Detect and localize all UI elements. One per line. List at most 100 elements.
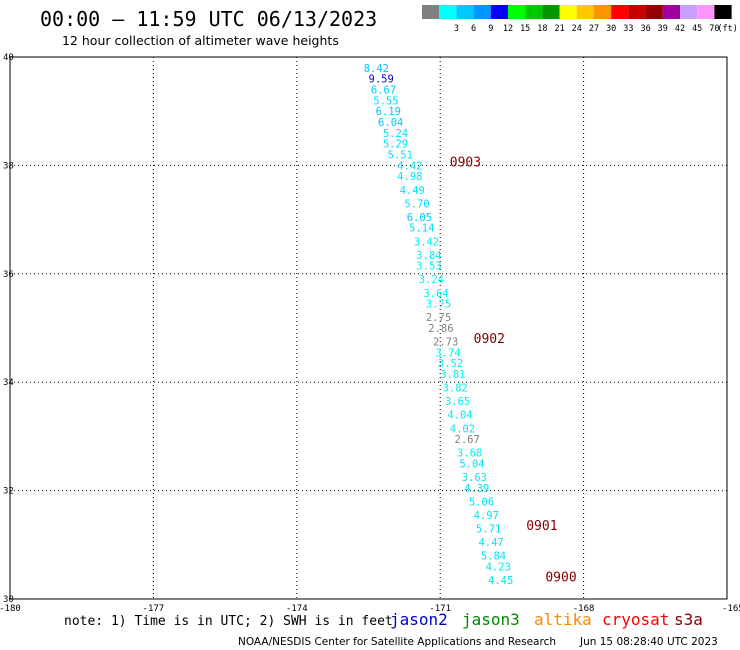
x-axis-ticks: -180 -177 -174 -171 -168 -165 bbox=[0, 604, 740, 614]
x-tick-label: -165 bbox=[722, 604, 740, 614]
wave-height-label: 5.70 bbox=[404, 198, 429, 210]
y-axis-ticks: 30 32 34 36 38 40 bbox=[3, 53, 14, 605]
legend-bin-label: 27 bbox=[589, 24, 599, 34]
wave-height-label: 3.42 bbox=[414, 236, 439, 248]
wave-height-label: 5.55 bbox=[373, 95, 398, 107]
legend-bin-label: 21 bbox=[554, 24, 564, 34]
wave-height-label: 5.71 bbox=[476, 524, 501, 536]
legend-swatch bbox=[559, 5, 577, 19]
time-label: 0903 bbox=[450, 156, 481, 171]
wave-height-label: 3.24 bbox=[419, 274, 444, 286]
x-tick-label: -180 bbox=[0, 604, 21, 614]
legend-swatch bbox=[594, 5, 612, 19]
wave-height-label: 6.19 bbox=[376, 106, 401, 118]
legend-swatch bbox=[508, 5, 526, 19]
wave-height-label: 3.52 bbox=[438, 358, 463, 370]
satellite-name: jason2 bbox=[390, 610, 448, 629]
wave-height-label: 4.04 bbox=[447, 410, 472, 422]
legend-swatch bbox=[697, 5, 715, 19]
satellite-name: altika bbox=[534, 610, 592, 629]
time-label: 0900 bbox=[545, 570, 576, 585]
legend-bin-label: 6 bbox=[471, 24, 476, 34]
wave-height-label: 3.64 bbox=[423, 288, 448, 300]
x-tick-label: -168 bbox=[573, 604, 595, 614]
footer-credit: NOAA/NESDIS Center for Satellite Applica… bbox=[238, 636, 556, 648]
x-tick-label: -171 bbox=[429, 604, 451, 614]
satellite-name: cryosat bbox=[602, 610, 669, 629]
wave-height-label: 5.51 bbox=[388, 150, 413, 162]
grid-lines bbox=[10, 57, 727, 599]
legend-swatch bbox=[680, 5, 698, 19]
wave-height-label: 3.63 bbox=[462, 472, 487, 484]
legend-bin-label: 70 bbox=[709, 24, 719, 34]
x-tick-label: -174 bbox=[286, 604, 308, 614]
y-tick-label: 38 bbox=[3, 161, 14, 171]
wave-height-label: 4.23 bbox=[486, 561, 511, 573]
legend-swatch bbox=[662, 5, 680, 19]
legend-swatch bbox=[628, 5, 646, 19]
legend-bin-label: 42 bbox=[675, 24, 685, 34]
wave-height-label: 4.49 bbox=[400, 185, 425, 197]
y-tick-label: 30 bbox=[3, 595, 14, 605]
legend-swatch bbox=[490, 5, 508, 19]
wave-height-label: 5.04 bbox=[459, 459, 484, 471]
satellite-legend: jason2 jason3 altika cryosat s3a bbox=[390, 610, 703, 629]
time-label: 0901 bbox=[526, 519, 557, 534]
legend-swatch bbox=[576, 5, 594, 19]
legend-swatch bbox=[525, 5, 543, 19]
wave-height-label: 4.45 bbox=[488, 575, 513, 587]
time-label: 0902 bbox=[474, 332, 505, 347]
wave-height-label: 9.59 bbox=[369, 74, 394, 86]
legend-bin-label: 39 bbox=[658, 24, 668, 34]
wave-height-label: 3.68 bbox=[457, 448, 482, 460]
satellite-name: jason3 bbox=[462, 610, 520, 629]
legend-bin-label: 36 bbox=[640, 24, 650, 34]
legend-bin-label: 33 bbox=[623, 24, 633, 34]
y-tick-label: 36 bbox=[3, 270, 14, 280]
legend-bin-label: 3 bbox=[454, 24, 459, 34]
wave-height-label: 3.74 bbox=[435, 347, 460, 359]
wave-height-label: 3.84 bbox=[416, 250, 441, 262]
wave-height-label: 3.65 bbox=[445, 396, 470, 408]
y-tick-label: 34 bbox=[3, 378, 14, 388]
wave-height-label: 4.39 bbox=[464, 483, 489, 495]
y-tick-label: 32 bbox=[3, 487, 14, 497]
wave-height-label: 8.42 bbox=[364, 63, 389, 75]
wave-height-label: 5.14 bbox=[409, 223, 434, 235]
legend-bin-label: 45 bbox=[692, 24, 702, 34]
wave-height-label: 2.67 bbox=[455, 434, 480, 446]
legend-swatch bbox=[611, 5, 629, 19]
wave-height-label: 2.73 bbox=[433, 337, 458, 349]
legend-swatch bbox=[456, 5, 474, 19]
wave-height-label: 3.82 bbox=[443, 383, 468, 395]
wave-height-label: 4.98 bbox=[397, 171, 422, 183]
page-title: 00:00 – 11:59 UTC 06/13/2023 bbox=[40, 7, 377, 31]
wave-height-label: 6.67 bbox=[371, 85, 396, 97]
legend-swatch bbox=[439, 5, 457, 19]
x-tick-label: -177 bbox=[143, 604, 165, 614]
wave-height-label: 3.53 bbox=[416, 261, 441, 273]
legend-swatch bbox=[422, 5, 440, 19]
legend-swatch bbox=[473, 5, 491, 19]
legend-unit: (ft) bbox=[717, 24, 737, 34]
wave-height-label: 4.02 bbox=[450, 423, 475, 435]
wave-height-points: 8.429.596.675.556.196.045.245.295.514.42… bbox=[364, 63, 514, 587]
wave-height-label: 5.29 bbox=[383, 139, 408, 151]
legend-swatch bbox=[645, 5, 663, 19]
legend-bin-label: 12 bbox=[503, 24, 513, 34]
legend-swatch bbox=[542, 5, 560, 19]
legend-bin-label: 15 bbox=[520, 24, 530, 34]
legend-bin-label: 18 bbox=[537, 24, 547, 34]
legend-bin-label: 30 bbox=[606, 24, 616, 34]
wave-height-label: 6.05 bbox=[407, 212, 432, 224]
wave-height-label: 4.97 bbox=[474, 510, 499, 522]
wave-height-label: 5.06 bbox=[469, 496, 494, 508]
wave-height-label: 3.75 bbox=[426, 299, 451, 311]
page-subtitle: 12 hour collection of altimeter wave hei… bbox=[62, 33, 339, 48]
wave-height-label: 4.47 bbox=[478, 537, 503, 549]
wave-height-label: 6.04 bbox=[378, 117, 403, 129]
satellite-name: s3a bbox=[674, 610, 703, 629]
legend-bin-label: 9 bbox=[488, 24, 493, 34]
footer-note: note: 1) Time is in UTC; 2) SWH is in fe… bbox=[64, 614, 393, 629]
